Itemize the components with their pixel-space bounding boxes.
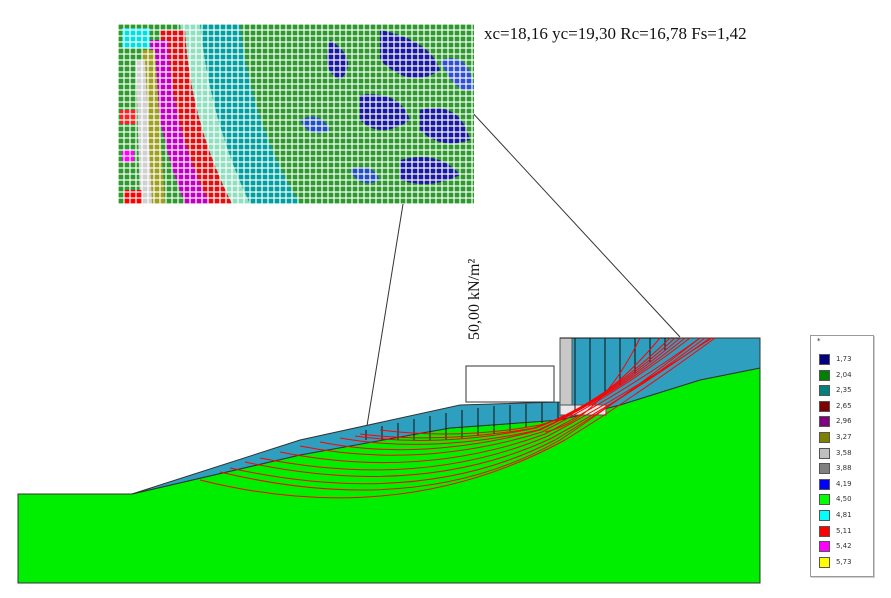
legend-value: 3,58 — [836, 448, 852, 457]
safety-factor-legend: * 1,73 2,04 2,35 2,65 2,96 3,27 3,58 3,88 4,19 4,… — [810, 335, 874, 577]
load-label: 50,00 kN/m² — [466, 258, 483, 340]
legend-entry: 3,27 — [819, 432, 869, 444]
legend-value: 1,73 — [836, 355, 852, 363]
zoom-connector-right — [469, 109, 681, 338]
legend-entry: 4,81 — [819, 510, 869, 522]
legend-swatch — [819, 541, 830, 553]
legend-value: 5,11 — [836, 526, 852, 535]
legend-swatch — [819, 432, 830, 443]
legend-value: 4,81 — [836, 511, 852, 519]
legend-swatch — [819, 494, 830, 506]
legend-value: 2,96 — [836, 417, 852, 426]
legend-swatch — [819, 369, 830, 381]
legend-swatch — [819, 556, 830, 568]
legend-entry: 3,58 — [819, 447, 869, 460]
legend-value: 5,42 — [836, 542, 852, 551]
legend-entry: 2,96 — [819, 416, 869, 428]
legend-swatch — [819, 385, 830, 397]
legend-value: 2,04 — [836, 370, 852, 379]
legend-entry: 5,42 — [819, 541, 869, 553]
legend-entry: 2,35 — [819, 385, 869, 397]
legend-entry: 4,19 — [819, 478, 869, 491]
legend-entry: 5,73 — [819, 556, 869, 569]
legend-value: 5,73 — [836, 557, 852, 566]
legend-entry: 3,88 — [819, 463, 869, 475]
legend-entry: 4,50 — [819, 494, 869, 506]
legend-entry: 5,11 — [819, 525, 869, 538]
legend-entry: 1,73 — [819, 354, 869, 366]
surcharge-load — [465, 365, 555, 403]
legend-swatch — [819, 525, 830, 537]
legend-swatch — [819, 447, 830, 459]
analysis-result-text: xc=18,16 yc=19,30 Rc=16,78 Fs=1,42 — [484, 24, 747, 43]
legend-swatch — [819, 463, 830, 475]
zoom-connector-left — [365, 197, 405, 433]
legend-entry: 2,04 — [819, 369, 869, 382]
legend-entry: 2,65 — [819, 400, 869, 413]
legend-value: 3,27 — [836, 433, 852, 441]
ground-layer — [17, 367, 761, 584]
legend-swatch — [819, 400, 830, 412]
safety-factor-grid-map — [118, 24, 474, 204]
legend-value: 4,50 — [836, 495, 852, 504]
legend-swatch — [819, 510, 830, 521]
legend-swatch — [819, 416, 830, 428]
slip-surfaces — [199, 337, 716, 499]
retaining-wall — [559, 337, 573, 411]
legend-value: 3,88 — [836, 464, 852, 473]
legend-value: 4,19 — [836, 479, 852, 488]
legend-swatch — [819, 354, 830, 365]
legend-swatch — [819, 478, 830, 490]
legend-value: 2,65 — [836, 401, 852, 410]
legend-value: 2,35 — [836, 386, 852, 395]
legend-marker: * — [817, 337, 821, 345]
